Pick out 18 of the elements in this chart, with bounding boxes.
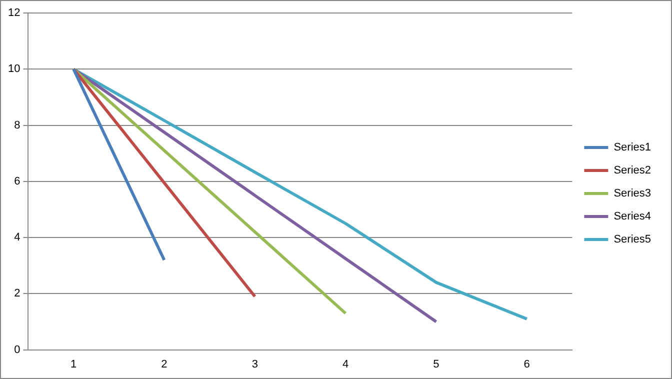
legend-label: Series5 xyxy=(614,234,651,246)
x-tick-label: 2 xyxy=(161,358,168,370)
legend-label: Series3 xyxy=(614,188,651,200)
y-tick-label: 2 xyxy=(14,288,20,300)
y-tick-label: 8 xyxy=(14,119,20,132)
y-tick-label: 12 xyxy=(8,7,20,20)
y-tick-label: 0 xyxy=(14,344,20,356)
x-tick-label: 6 xyxy=(524,358,530,370)
y-tick-label: 6 xyxy=(14,175,20,188)
x-tick-label: 3 xyxy=(252,358,258,370)
x-tick-label: 5 xyxy=(433,358,440,370)
x-tick-label: 4 xyxy=(342,358,349,370)
y-tick-label: 4 xyxy=(14,232,20,244)
x-tick-label: 1 xyxy=(70,358,77,370)
legend-label: Series4 xyxy=(614,210,651,223)
legend-label: Series2 xyxy=(614,164,651,177)
legend-label: Series1 xyxy=(614,142,651,154)
y-tick-label: 10 xyxy=(8,63,20,76)
